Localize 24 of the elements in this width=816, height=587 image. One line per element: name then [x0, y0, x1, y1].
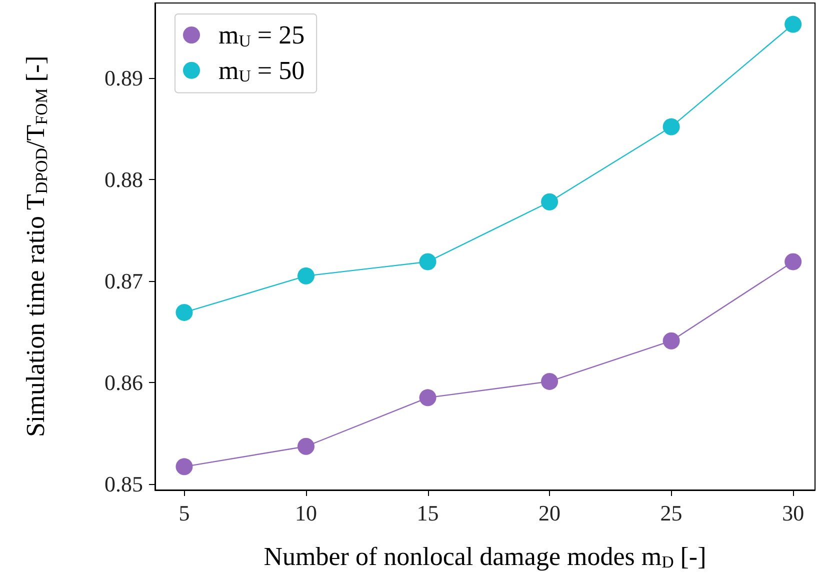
- x-tick-label: 25: [660, 500, 682, 526]
- point: [298, 438, 314, 455]
- y-tick-label: 0.86: [104, 370, 143, 395]
- x-tick-label: 15: [416, 500, 439, 526]
- y-axis-title: Simulation time ratio TDPOD/TFOM [-]: [21, 56, 51, 438]
- point: [541, 372, 558, 390]
- y-tick-label: 0.87: [104, 268, 143, 294]
- point: [419, 389, 436, 406]
- point: [784, 16, 802, 33]
- point: [784, 253, 802, 270]
- point: [419, 253, 436, 270]
- x-tick-label: 20: [538, 500, 561, 526]
- point: [541, 193, 558, 210]
- x-tick-label: 5: [178, 500, 190, 526]
- point: [176, 458, 193, 476]
- point: [662, 332, 680, 350]
- y-tick-label: 0.88: [104, 167, 143, 192]
- y-tick-label: 0.89: [104, 66, 143, 91]
- point: [662, 118, 680, 136]
- x-tick-label: 30: [782, 500, 804, 526]
- point: [298, 267, 314, 284]
- x-tick-label: 10: [294, 500, 317, 526]
- y-tick-label: 0.85: [104, 471, 143, 496]
- point: [176, 304, 193, 321]
